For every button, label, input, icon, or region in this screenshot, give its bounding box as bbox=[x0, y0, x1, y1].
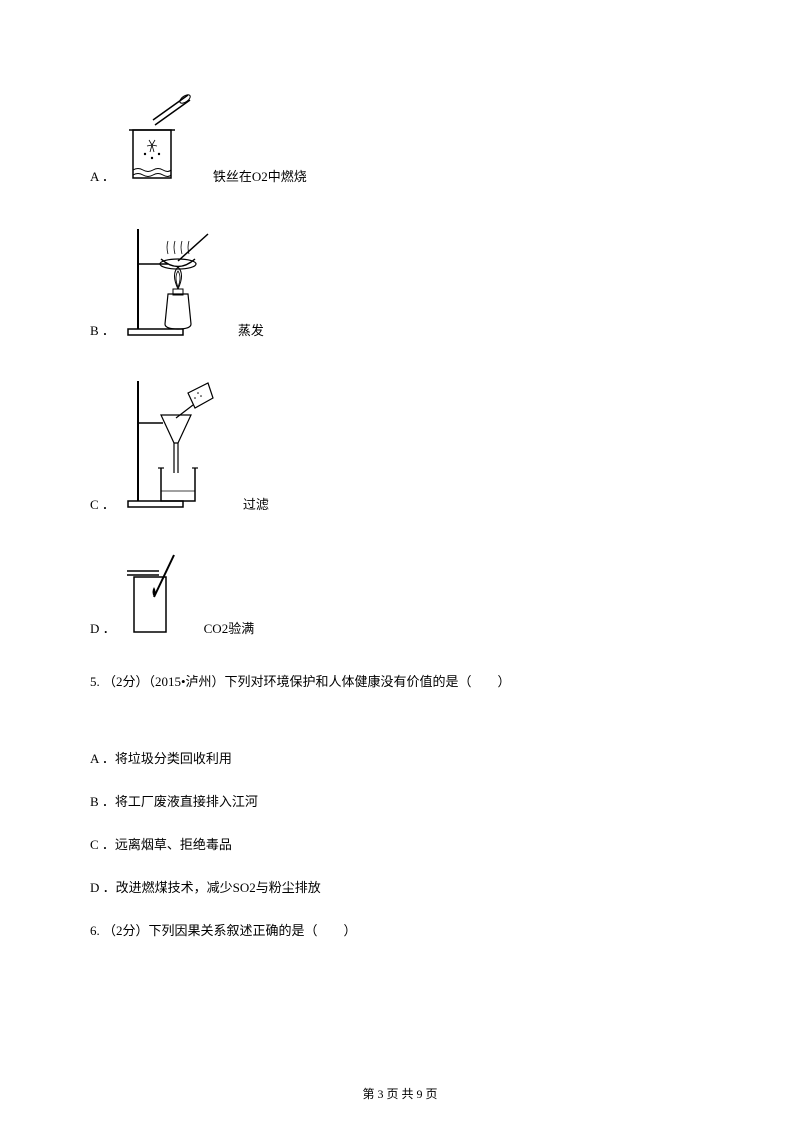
option-d-diagram bbox=[124, 547, 184, 641]
question-5-option-c: C ．远离烟草、拒绝毒品 bbox=[90, 834, 710, 853]
question-6-stem: 6. （2分）下列因果关系叙述正确的是（ ） bbox=[90, 920, 710, 939]
option-b-label: B ． bbox=[90, 320, 115, 343]
option-a-diagram bbox=[123, 90, 193, 189]
question-5-option-a: A ．将垃圾分类回收利用 bbox=[90, 748, 710, 767]
option-b-diagram bbox=[123, 219, 218, 343]
option-c-diagram bbox=[123, 373, 223, 517]
option-a-row: A ． 铁丝在O2中 bbox=[90, 90, 710, 189]
option-a-text: 铁丝在O2中燃烧 bbox=[213, 166, 307, 189]
option-d-label: D ． bbox=[90, 618, 116, 641]
option-a-label: A ． bbox=[90, 166, 115, 189]
option-c-label: C ． bbox=[90, 494, 115, 517]
option-c-text: 过滤 bbox=[243, 494, 269, 517]
option-b-row: B ． 蒸发 bbox=[90, 219, 710, 343]
option-d-row: D ． CO2验满 bbox=[90, 547, 710, 641]
option-b-text: 蒸发 bbox=[238, 320, 264, 343]
question-5-stem: 5. （2分）（2015•泸州）下列对环境保护和人体健康没有价值的是（ ） bbox=[90, 671, 710, 690]
question-5-option-d: D ．改进燃煤技术，减少SO2与粉尘排放 bbox=[90, 877, 710, 896]
option-c-row: C ． 过滤 bbox=[90, 373, 710, 517]
page-footer: 第 3 页 共 9 页 bbox=[0, 1085, 800, 1102]
option-d-text: CO2验满 bbox=[204, 618, 255, 641]
question-5-option-b: B ．将工厂废液直接排入江河 bbox=[90, 791, 710, 810]
